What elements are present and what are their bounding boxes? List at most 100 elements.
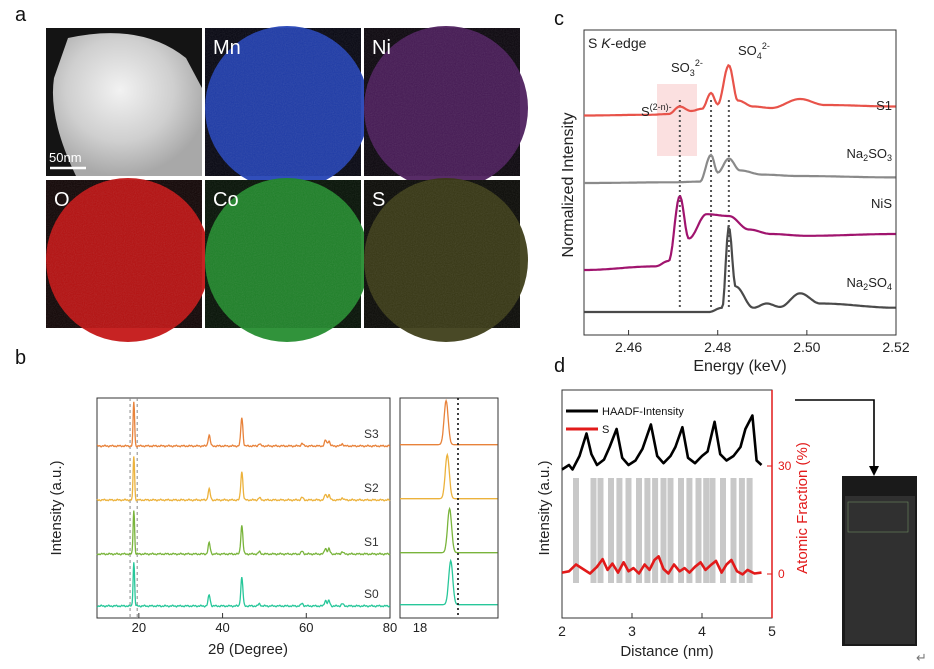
atomic-column-band bbox=[730, 478, 737, 583]
xrd-y-axis-label: Intensity (a.u.) bbox=[48, 460, 65, 555]
xrd-pattern-S1 bbox=[96, 510, 391, 556]
species-superscript: 2- bbox=[695, 58, 703, 68]
xrd-series-label: S2 bbox=[364, 481, 379, 495]
xanes-spectrum bbox=[584, 225, 896, 314]
edge-type: K bbox=[601, 35, 611, 51]
stem-inset-roi bbox=[847, 501, 909, 533]
species-annotation: S(2-n)- bbox=[641, 102, 672, 119]
atomic-column-band bbox=[695, 478, 702, 583]
legend-haadf-label: HAADF-Intensity bbox=[602, 406, 684, 418]
xrd-series-label: S0 bbox=[364, 587, 379, 601]
xrd-zoom-pattern-S0 bbox=[400, 558, 498, 606]
xrd-x-axis-label: 2θ (Degree) bbox=[208, 641, 288, 658]
line-profile-haadf bbox=[561, 414, 763, 471]
atomic-column-band bbox=[573, 478, 579, 583]
xrd-series-labels: S3 S2 S1 S0 bbox=[364, 427, 379, 601]
line-profile-y-axis-label: Intensity (a.u.) bbox=[536, 460, 553, 555]
legend-s-label: S bbox=[602, 424, 609, 436]
xrd-zoom-pattern-S2 bbox=[400, 452, 498, 500]
atomic-column-band bbox=[616, 478, 623, 583]
xanes-x-axis-label: Energy (keV) bbox=[693, 358, 786, 375]
line-profile-s bbox=[561, 555, 762, 576]
xanes-series-label: S1 bbox=[876, 98, 892, 113]
x-tick-label: 20 bbox=[132, 620, 146, 635]
edge-suffix: -edge bbox=[611, 35, 647, 51]
x-tick-label: 3 bbox=[628, 623, 636, 639]
x-tick-label: 40 bbox=[215, 620, 229, 635]
map-noise bbox=[46, 180, 202, 328]
x-tick-label: 2.52 bbox=[882, 339, 909, 355]
species-superscript: (2-n)- bbox=[650, 102, 672, 112]
line-profile-x-axis-label: Distance (nm) bbox=[620, 643, 713, 660]
atomic-column-band bbox=[678, 478, 684, 583]
xrd-main-frame bbox=[96, 397, 391, 619]
xanes-spectrum bbox=[584, 153, 896, 185]
element-label: Co bbox=[213, 189, 239, 211]
xrd-main-plot bbox=[96, 398, 391, 618]
pointer-arrowhead bbox=[869, 466, 879, 476]
species-annotation: SO42- bbox=[738, 41, 770, 61]
xrd-pattern-S0 bbox=[96, 562, 391, 608]
atomic-column-band bbox=[636, 478, 642, 583]
line-profile-plot: 30 0 bbox=[561, 414, 792, 583]
zoom-x-tick-label: 18 bbox=[413, 620, 427, 635]
line-profile-y2-axis-label: Atomic Fraction (%) bbox=[794, 442, 811, 574]
xrd-zoom-frame bbox=[399, 397, 499, 619]
series-name: NiS bbox=[871, 196, 892, 211]
species-base: SO bbox=[738, 43, 757, 58]
stem-inset-lattice bbox=[845, 496, 915, 644]
x-tick-label: 80 bbox=[383, 620, 397, 635]
xanes-series-label: Na2SO3 bbox=[847, 146, 892, 163]
xrd-pattern-S2 bbox=[96, 456, 391, 502]
atomic-column-band bbox=[660, 478, 667, 583]
pointer-arrow bbox=[795, 399, 875, 470]
element-label: Ni bbox=[372, 37, 391, 59]
x-tick-label: 60 bbox=[299, 620, 313, 635]
panel-label-b: b bbox=[15, 347, 26, 369]
atomic-column-band bbox=[720, 478, 726, 583]
xanes-x-ticks: 2.46 2.48 2.50 2.52 bbox=[615, 330, 910, 355]
x-tick-label: 2 bbox=[558, 623, 566, 639]
x-tick-label: 2.46 bbox=[615, 339, 642, 355]
species-subscript: 3 bbox=[690, 68, 695, 78]
atomic-column-band bbox=[667, 478, 674, 583]
atomic-column-band bbox=[625, 478, 632, 583]
xrd-x-ticks: 20 40 60 80 18 bbox=[132, 613, 427, 635]
xanes-series-label: Na2SO4 bbox=[847, 275, 892, 292]
return-glyph: ↵ bbox=[916, 650, 927, 665]
species-base: S bbox=[641, 104, 650, 119]
xanes-y-axis-label: Normalized Intensity bbox=[560, 113, 577, 258]
atomic-column-band bbox=[590, 478, 597, 583]
series-subscript: 3 bbox=[887, 153, 892, 163]
xrd-pattern-S3 bbox=[96, 401, 391, 448]
series-subscript: 2 bbox=[863, 282, 868, 292]
xanes-edge-title: S K-edge bbox=[588, 35, 647, 51]
map-noise bbox=[364, 28, 520, 176]
atomic-column-band bbox=[709, 478, 716, 583]
xanes-spectrum bbox=[584, 63, 896, 117]
x-tick-label: 2.48 bbox=[704, 339, 731, 355]
x-tick-label: 4 bbox=[698, 623, 706, 639]
species-base: SO bbox=[671, 60, 690, 75]
element-label: O bbox=[54, 189, 70, 211]
y2-tick-label: 30 bbox=[778, 459, 792, 473]
haadf-particle bbox=[52, 33, 202, 177]
x-tick-label: 2.50 bbox=[793, 339, 820, 355]
element-label: S bbox=[372, 189, 385, 211]
xrd-panel: S3 S2 S1 S0 20 40 60 80 18 2θ (Degree) Intensit… bbox=[48, 397, 499, 658]
atomic-column-band bbox=[746, 478, 753, 583]
series-subscript: 4 bbox=[887, 282, 892, 292]
xrd-series-label: S3 bbox=[364, 427, 379, 441]
xrd-zoom-pattern-S1 bbox=[400, 506, 498, 554]
panel-label-c: c bbox=[554, 8, 564, 30]
y2-tick-label: 0 bbox=[778, 567, 785, 581]
xrd-zoom-plot bbox=[400, 398, 498, 618]
xanes-spectrum bbox=[584, 194, 896, 272]
edge-element: S bbox=[588, 35, 601, 51]
panel-label-a: a bbox=[15, 4, 27, 26]
x-tick-label: 5 bbox=[768, 623, 776, 639]
series-formula: SO bbox=[868, 275, 887, 290]
